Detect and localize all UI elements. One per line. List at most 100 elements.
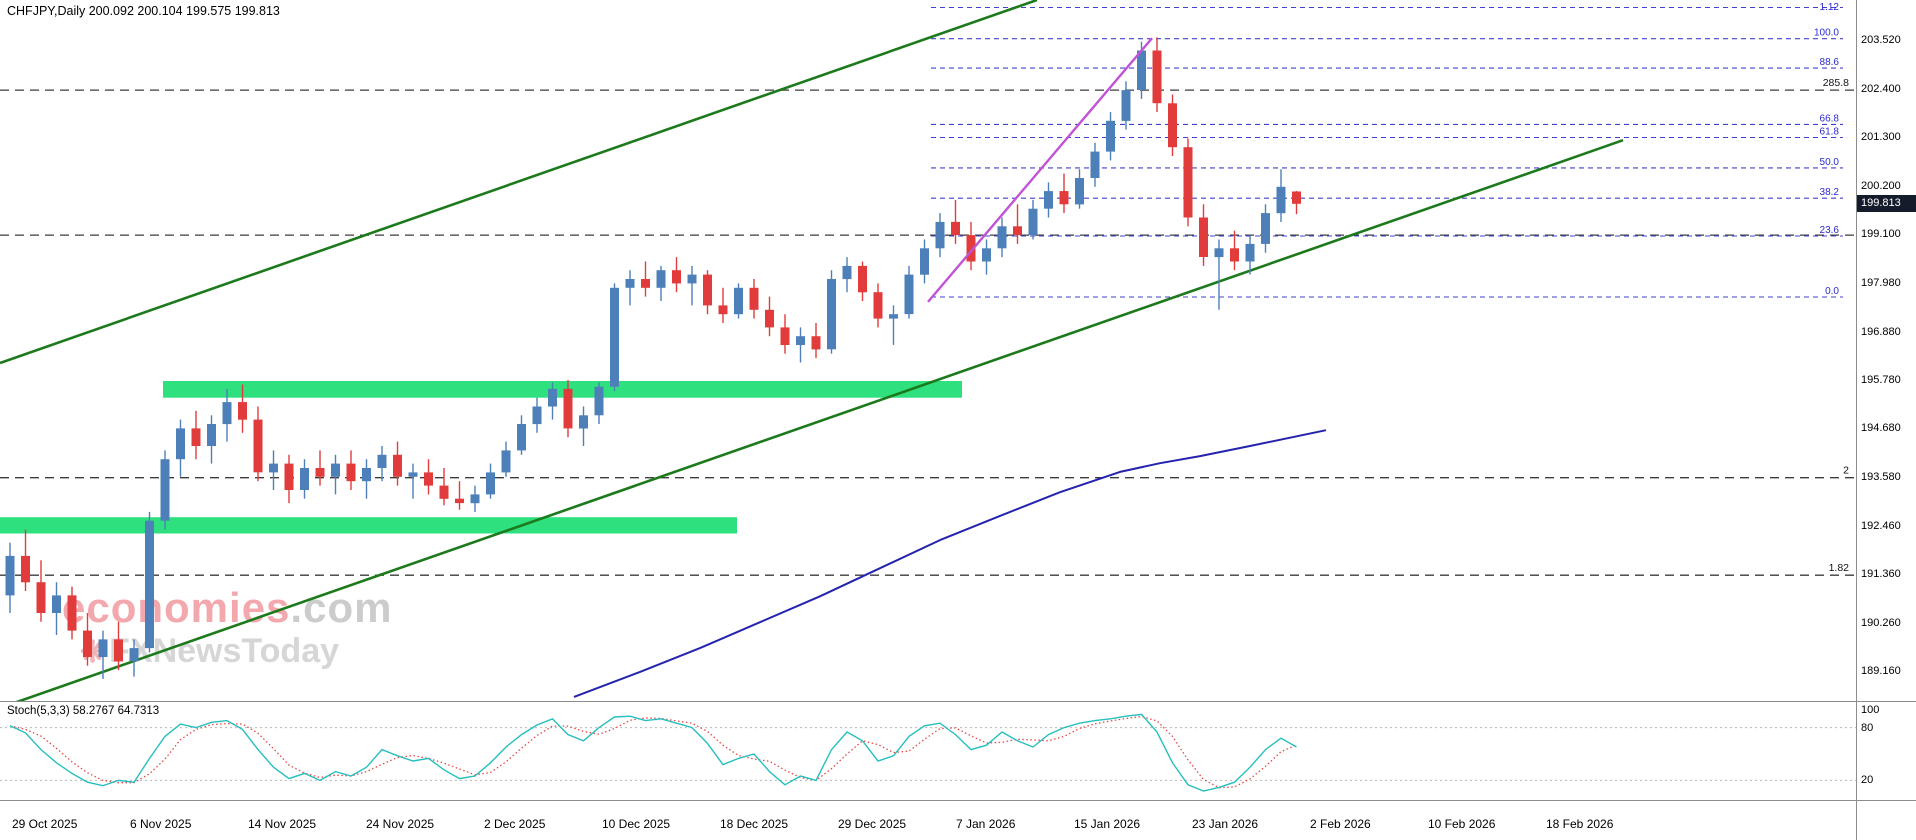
candle xyxy=(966,235,976,262)
candle xyxy=(222,402,232,425)
price-axis-label: 197.980 xyxy=(1861,277,1901,289)
support-zones[interactable] xyxy=(0,381,962,534)
panel-divider-bottom[interactable] xyxy=(0,800,1916,801)
candle xyxy=(238,402,247,420)
candle xyxy=(1121,90,1131,121)
candle xyxy=(1261,213,1270,244)
candle xyxy=(501,450,511,473)
candle xyxy=(548,388,557,407)
candle xyxy=(129,648,139,662)
candle xyxy=(98,639,108,657)
impulse-trendline[interactable] xyxy=(927,37,1153,303)
level-label: 285.8 xyxy=(1823,77,1849,89)
time-axis-label: 2 Feb 2026 xyxy=(1310,817,1371,831)
watermark-brand-line: economies.com xyxy=(62,584,393,631)
candle xyxy=(207,424,216,446)
price-axis-label: 201.300 xyxy=(1861,131,1901,143)
time-axis-label: 15 Jan 2026 xyxy=(1074,817,1141,831)
price-axis[interactable]: 203.520 202.400 201.300 200.200 199.100 197.9… xyxy=(1857,0,1916,700)
time-axis[interactable]: 29 Oct 2025 6 Nov 2025 14 Nov 2025 24 Nov 2… xyxy=(0,801,1916,840)
price-axis-label: 194.680 xyxy=(1861,422,1901,434)
main-chart-area[interactable]: 285.8 2 1.82 1.12 100.0 88.6 66.8 61.8 50.0 38.2 2… xyxy=(0,0,1856,701)
candle xyxy=(300,468,309,490)
candle xyxy=(1183,147,1193,218)
panel-divider-top[interactable] xyxy=(0,701,1916,702)
candle xyxy=(486,472,495,495)
candle xyxy=(734,287,743,315)
price-axis-label: 196.880 xyxy=(1861,326,1901,338)
watermark-domain: .com xyxy=(290,584,393,631)
time-axis-label: 29 Dec 2025 xyxy=(838,817,907,831)
candle xyxy=(672,270,681,284)
candle xyxy=(5,555,15,596)
time-axis-label: 10 Dec 2025 xyxy=(602,817,671,831)
candle xyxy=(579,415,588,429)
candle xyxy=(83,630,92,657)
candle xyxy=(362,468,371,482)
time-axis-label: 18 Feb 2026 xyxy=(1546,817,1614,831)
time-axis-label: 6 Nov 2025 xyxy=(130,817,192,831)
candle xyxy=(610,287,619,387)
stoch-axis-label: 20 xyxy=(1861,774,1874,786)
candle xyxy=(997,226,1007,249)
time-axis-label: 29 Oct 2025 xyxy=(12,817,78,831)
candle xyxy=(67,595,77,631)
candle xyxy=(532,406,542,425)
candle xyxy=(982,248,991,262)
time-axis-label: 23 Jan 2026 xyxy=(1192,817,1259,831)
stoch-axis-label: 100 xyxy=(1861,704,1880,716)
fib-retracement[interactable]: 1.12 100.0 88.6 66.8 61.8 50.0 38.2 23.6 0.0 xyxy=(931,2,1843,298)
candle xyxy=(935,221,945,249)
candle xyxy=(687,274,697,284)
time-axis-label: 24 Nov 2025 xyxy=(366,817,435,831)
candle xyxy=(1044,191,1053,209)
stoch-axis-label: 80 xyxy=(1861,722,1874,734)
stoch-k-line xyxy=(9,713,1297,792)
fib-level-label: 0.0 xyxy=(1825,286,1839,297)
ohlc-readout: CHFJPY,Daily 200.092 200.104 199.575 199… xyxy=(7,4,280,18)
stochastic-panel[interactable] xyxy=(0,702,1856,800)
price-axis-label: 195.780 xyxy=(1861,374,1901,386)
candle xyxy=(145,520,154,649)
candle xyxy=(656,270,666,288)
candle xyxy=(718,305,728,315)
price-axis-label: 193.580 xyxy=(1861,471,1901,483)
current-price-tag: 199.813 xyxy=(1857,195,1916,212)
candle xyxy=(176,428,185,460)
price-axis-label: 202.400 xyxy=(1861,83,1901,95)
stochastic-indicator-label: Stoch(5,3,3) 58.2767 64.7313 xyxy=(7,705,160,717)
time-axis-label: 2 Dec 2025 xyxy=(484,817,546,831)
time-axis-label: 18 Dec 2025 xyxy=(720,817,789,831)
axis-vertical-divider xyxy=(1856,0,1857,840)
price-axis-label: 192.460 xyxy=(1861,520,1901,532)
ma-line[interactable] xyxy=(573,429,1327,698)
candle xyxy=(1059,191,1069,205)
candle xyxy=(253,419,263,473)
price-axis-label: 200.200 xyxy=(1861,180,1901,192)
candle xyxy=(1276,186,1286,214)
candle xyxy=(858,265,867,293)
candle xyxy=(1230,248,1239,262)
candle xyxy=(1106,120,1115,152)
candle xyxy=(1137,50,1146,90)
level-lines[interactable]: 285.8 2 1.82 xyxy=(0,77,1856,576)
candle xyxy=(641,279,650,288)
fib-level-label: 23.6 xyxy=(1820,225,1840,236)
candle xyxy=(346,463,356,482)
price-axis-label: 190.260 xyxy=(1861,617,1901,629)
candle xyxy=(377,454,387,468)
fib-level-label: 66.8 xyxy=(1820,113,1840,124)
candle xyxy=(1199,217,1208,257)
price-axis-label: 203.520 xyxy=(1861,34,1901,46)
stochastic-axis[interactable]: 100 80 20 xyxy=(1857,702,1916,800)
watermark: economies.com ❋ FXNewsToday xyxy=(62,584,393,670)
candle xyxy=(470,494,480,504)
candle xyxy=(1292,191,1301,204)
candle xyxy=(1028,208,1038,236)
candle xyxy=(563,388,573,429)
channel-trendlines[interactable] xyxy=(0,0,1624,701)
price-axis-label: 191.360 xyxy=(1861,568,1901,580)
candle xyxy=(873,292,883,319)
candle xyxy=(424,472,433,486)
